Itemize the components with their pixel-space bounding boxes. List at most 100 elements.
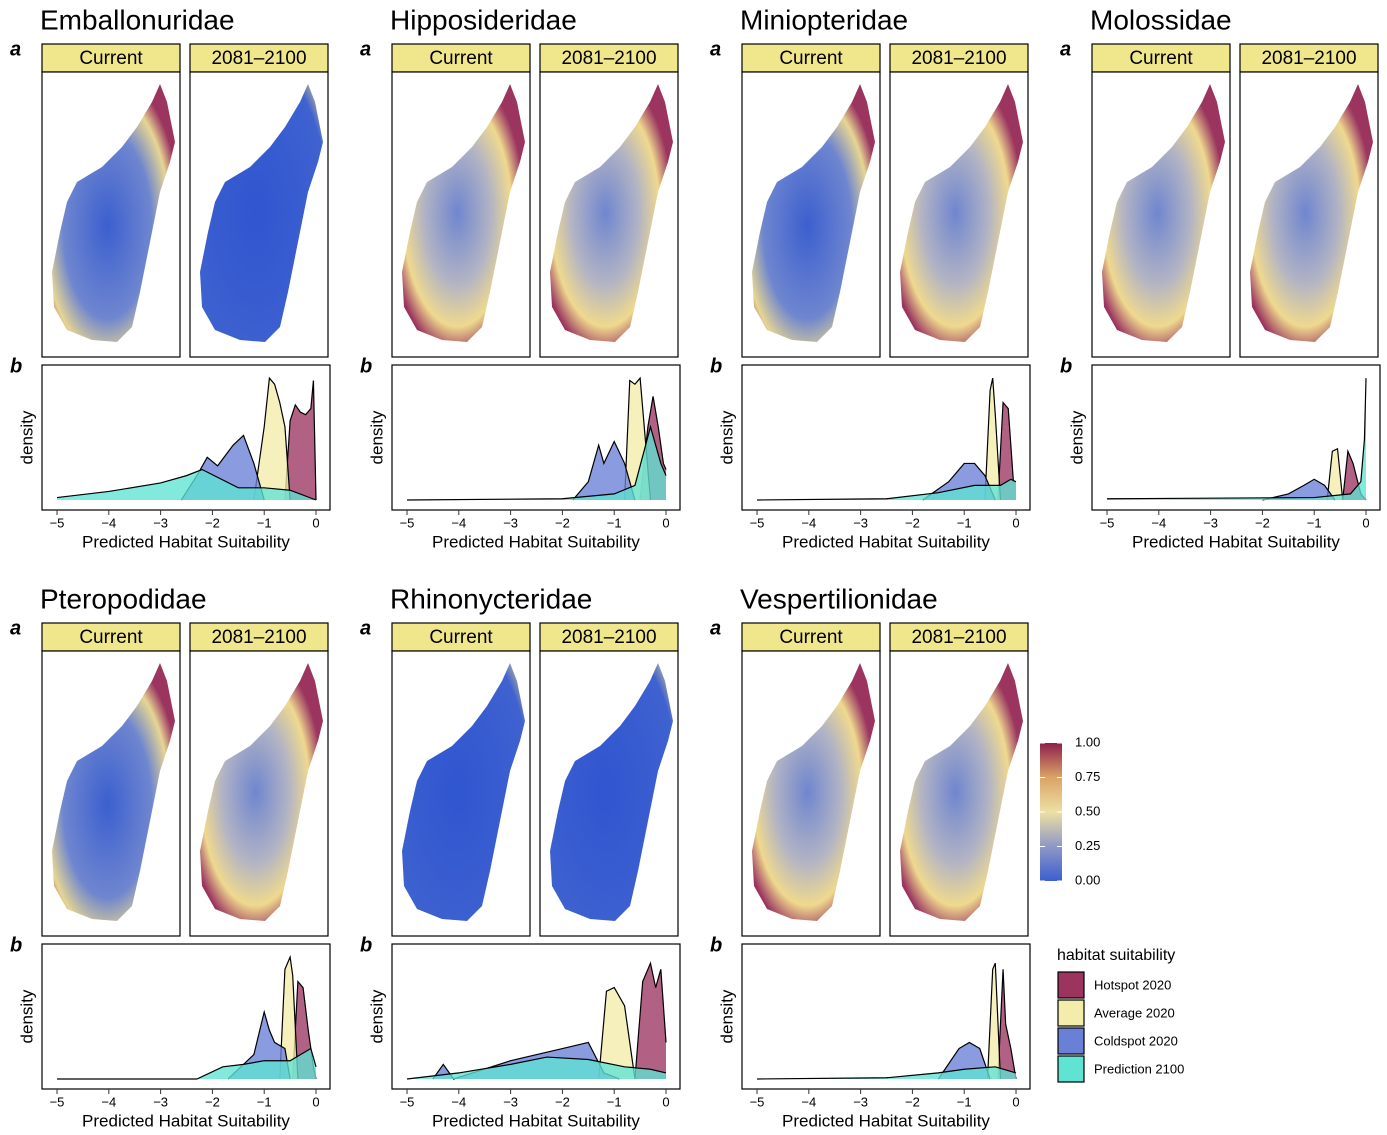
x-tick-label: −5	[400, 515, 415, 530]
density-area	[757, 479, 1017, 500]
panel-letter: b	[710, 355, 722, 377]
panel-letter: b	[360, 934, 372, 956]
density-line	[757, 478, 1017, 501]
density-line	[639, 396, 667, 501]
facet-strip	[889, 622, 1029, 652]
x-tick-label: −1	[957, 1094, 972, 1109]
density-area	[1342, 451, 1367, 500]
density-line	[57, 1047, 317, 1080]
legend-title: habitat suitability	[1057, 947, 1175, 964]
density-line	[1326, 447, 1344, 501]
x-tick-label: −4	[451, 515, 466, 530]
density-area	[57, 469, 317, 500]
map	[402, 663, 525, 921]
panel-letter: a	[1060, 38, 1071, 60]
panel-letter: a	[710, 38, 721, 60]
map	[900, 663, 1023, 921]
facet-label: 2081–2100	[561, 48, 656, 69]
density-area	[598, 987, 635, 1079]
x-tick-label: 0	[1012, 515, 1019, 530]
density-line	[1262, 478, 1336, 501]
facet-strip	[41, 43, 181, 73]
facet-label: Current	[779, 627, 843, 648]
map	[52, 84, 175, 342]
y-axis-label: density	[17, 989, 36, 1043]
x-tick-label: −2	[555, 1094, 570, 1109]
colorbar-label: 0.00	[1075, 872, 1100, 887]
facet-strip	[189, 622, 329, 652]
facet-label: Current	[779, 48, 843, 69]
panel-letter: b	[10, 355, 22, 377]
x-tick-label: −5	[750, 515, 765, 530]
x-axis-label: Predicted Habitat Suitability	[82, 532, 290, 551]
density-area	[57, 1048, 317, 1079]
panel: Pteropodidae a b Current 2081–2100 density −5 −…	[10, 583, 331, 1130]
map	[900, 84, 1023, 342]
density-area	[987, 963, 1001, 1079]
plot-frame	[1091, 364, 1381, 511]
map	[402, 84, 525, 342]
x-axis-label: Predicted Habitat Suitability	[782, 1111, 990, 1130]
x-tick-label: −4	[1151, 515, 1166, 530]
map	[52, 663, 175, 921]
y-axis-label: density	[367, 410, 386, 464]
density-area	[997, 402, 1017, 500]
legend-key	[1057, 1055, 1085, 1083]
facet-label: Current	[429, 48, 493, 69]
legend-label: Average 2020	[1094, 1005, 1175, 1020]
legend-label: Coldspot 2020	[1094, 1033, 1178, 1048]
colorbar-label: 0.25	[1075, 838, 1100, 853]
facet-strip	[391, 622, 531, 652]
density-line	[598, 986, 636, 1080]
panel-letter: b	[710, 934, 722, 956]
x-axis-label: Predicted Habitat Suitability	[1132, 532, 1340, 551]
legend-key	[1057, 971, 1085, 999]
panel: Hipposideridae a b Current 2081–2100 density −…	[360, 4, 681, 551]
panel-letter: a	[10, 617, 21, 639]
density-area	[1327, 448, 1343, 500]
facet-label: 2081–2100	[211, 627, 306, 648]
panel-letter: b	[1060, 355, 1072, 377]
x-tick-label: 0	[662, 1094, 669, 1109]
panel: Miniopteridae a b Current 2081–2100 density −5…	[710, 4, 1031, 551]
map	[1250, 84, 1373, 342]
legend-label: Prediction 2100	[1094, 1061, 1184, 1076]
map	[1102, 84, 1225, 342]
density-area	[572, 441, 635, 500]
x-axis-label: Predicted Habitat Suitability	[82, 1111, 290, 1130]
x-tick-label: −4	[101, 1094, 116, 1109]
density-line	[227, 1009, 291, 1080]
plot-frame	[391, 364, 681, 511]
plot-frame	[41, 364, 331, 511]
facet-strip	[889, 43, 1029, 73]
map	[200, 663, 323, 921]
x-tick-label: −3	[153, 1094, 168, 1109]
x-tick-label: −2	[555, 515, 570, 530]
density-line	[1107, 378, 1367, 500]
density-line	[984, 377, 1002, 501]
density-line	[922, 462, 996, 501]
x-tick-label: −4	[801, 1094, 816, 1109]
panel-title: Pteropodidae	[40, 583, 207, 614]
facet-strip	[741, 43, 881, 73]
facet-label: 2081–2100	[911, 48, 1006, 69]
x-tick-label: −4	[101, 515, 116, 530]
map	[550, 663, 673, 921]
panel-letter: a	[360, 38, 371, 60]
x-tick-label: −5	[50, 515, 65, 530]
panel-letter: a	[10, 38, 21, 60]
density-area	[284, 380, 317, 500]
x-tick-label: −3	[853, 1094, 868, 1109]
density-line	[997, 969, 1017, 1080]
x-tick-label: −2	[905, 1094, 920, 1109]
density-area	[407, 426, 667, 500]
facet-strip	[539, 43, 679, 73]
facet-label: 2081–2100	[561, 627, 656, 648]
x-tick-label: −4	[451, 1094, 466, 1109]
colorbar-label: 0.75	[1075, 769, 1100, 784]
x-tick-label: −5	[50, 1094, 65, 1109]
x-tick-label: −3	[153, 515, 168, 530]
x-tick-label: −1	[607, 515, 622, 530]
x-axis-label: Predicted Habitat Suitability	[432, 1111, 640, 1130]
